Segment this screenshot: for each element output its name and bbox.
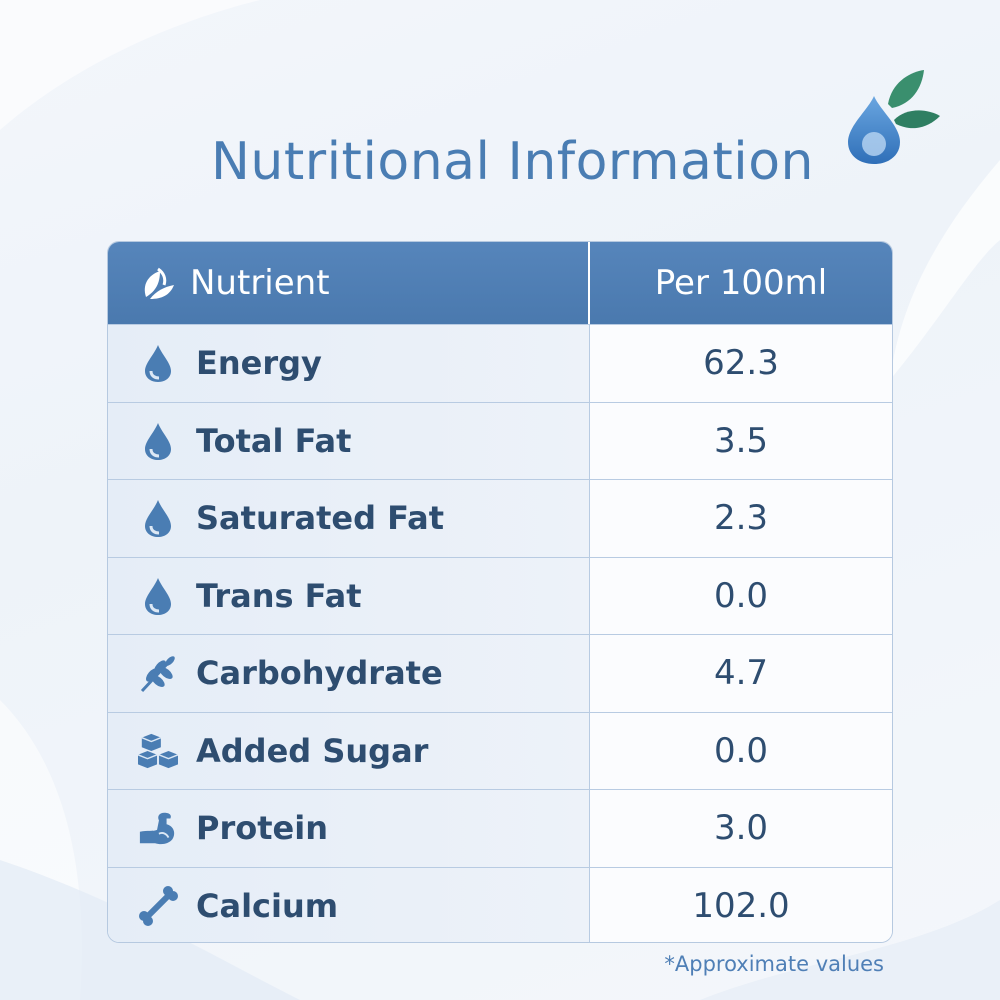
nutrition-table: Nutrient Per 100ml Energy 62.3 Total Fat… (107, 241, 893, 943)
nutrient-value: 0.0 (590, 712, 892, 789)
footnote: *Approximate values (664, 952, 884, 976)
nutrient-value: 3.5 (590, 402, 892, 479)
nutrient-label: Trans Fat (196, 576, 362, 615)
water-drop-leaf-logo (848, 70, 940, 164)
nutrient-value: 4.7 (590, 635, 892, 712)
wheat-icon (138, 653, 178, 693)
droplet-icon (138, 343, 178, 383)
table-header: Nutrient Per 100ml (108, 242, 892, 324)
nutrient-cell: Total Fat (108, 402, 590, 479)
table-row: Protein 3.0 (108, 789, 892, 867)
nutrient-label: Saturated Fat (196, 499, 445, 538)
table-row: Energy 62.3 (108, 324, 892, 402)
nutrient-label: Added Sugar (196, 731, 429, 770)
leaf-icon (144, 267, 174, 299)
table-row: Calcium 102.0 (108, 866, 892, 942)
table-row: Trans Fat 0.0 (108, 556, 892, 634)
droplet-icon (138, 421, 178, 461)
nutrient-label: Energy (196, 344, 322, 383)
nutrient-cell: Trans Fat (108, 557, 590, 634)
nutrient-cell: Carbohydrate (108, 635, 590, 712)
nutrient-value: 62.3 (590, 325, 892, 402)
nutrient-value: 3.0 (590, 790, 892, 867)
table-row: Saturated Fat 2.3 (108, 479, 892, 557)
nutrient-cell: Added Sugar (108, 712, 590, 789)
nutrient-label: Carbohydrate (196, 654, 443, 693)
table-row: Carbohydrate 4.7 (108, 634, 892, 712)
muscle-arm-icon (138, 808, 178, 848)
table-row: Total Fat 3.5 (108, 401, 892, 479)
droplet-icon (138, 576, 178, 616)
table-row: Added Sugar 0.0 (108, 711, 892, 789)
header-value: Per 100ml (590, 242, 892, 324)
nutrient-value: 0.0 (590, 557, 892, 634)
sugar-cubes-icon (138, 731, 178, 771)
nutrient-cell: Energy (108, 325, 590, 402)
nutrient-value: 102.0 (590, 867, 892, 942)
page-title: Nutritional Information (210, 132, 815, 192)
nutrient-cell: Calcium (108, 867, 590, 942)
nutrient-label: Protein (196, 809, 328, 848)
nutrient-cell: Protein (108, 790, 590, 867)
nutrient-value: 2.3 (590, 480, 892, 557)
header-nutrient-label: Nutrient (190, 263, 330, 303)
nutrient-label: Calcium (196, 886, 339, 925)
header-value-label: Per 100ml (654, 263, 828, 303)
nutrient-cell: Saturated Fat (108, 480, 590, 557)
nutrient-label: Total Fat (196, 421, 352, 460)
header-nutrient: Nutrient (108, 242, 590, 324)
droplet-icon (138, 498, 178, 538)
bone-icon (138, 885, 178, 926)
